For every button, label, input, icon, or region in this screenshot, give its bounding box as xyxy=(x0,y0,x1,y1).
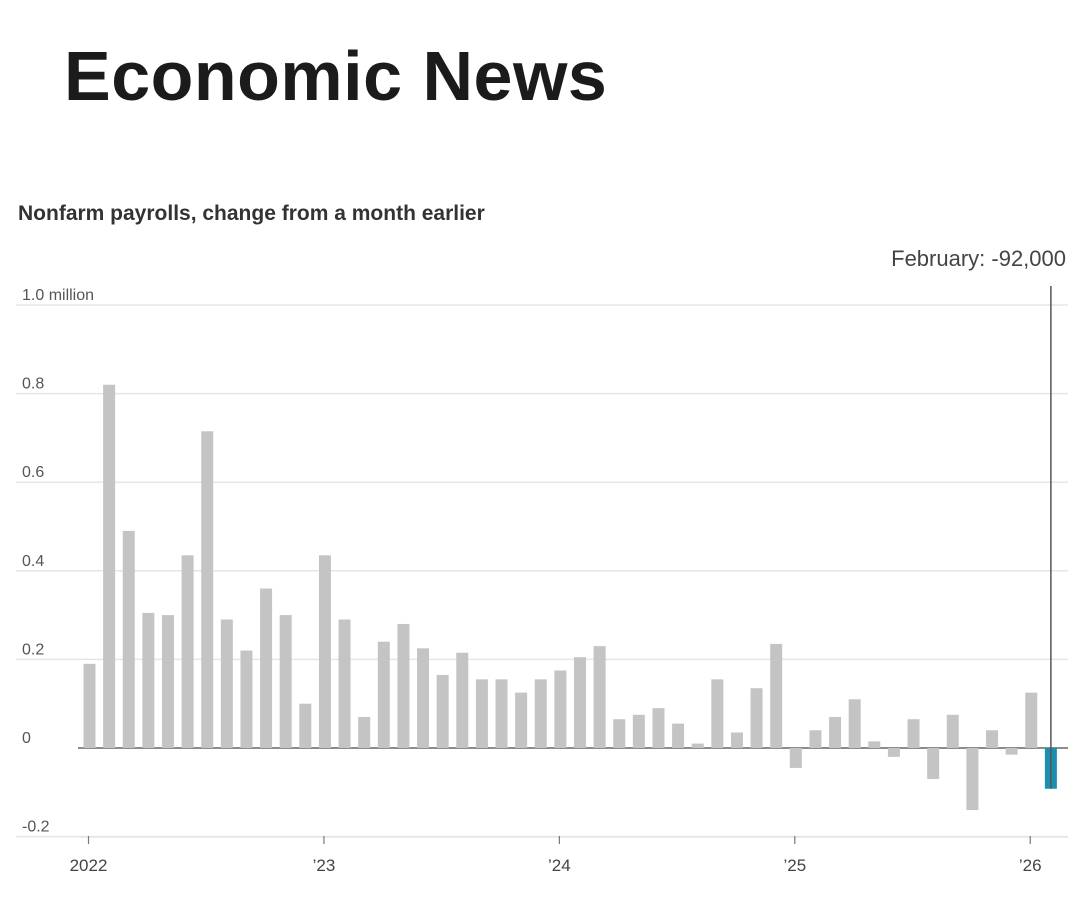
bar xyxy=(1025,692,1038,748)
x-tick-label: 2022 xyxy=(70,856,108,875)
bar xyxy=(672,723,685,748)
y-tick-label: -0.2 xyxy=(22,819,50,836)
bar xyxy=(240,650,253,748)
payrolls-bar-chart: 1.0 million 0.8 0.6 0.4 0.2 0 -0.2 February: -… xyxy=(16,246,1068,875)
page-heading: Economic News xyxy=(64,37,608,115)
x-tick-label: ’23 xyxy=(313,856,336,875)
bar xyxy=(142,612,155,748)
bar xyxy=(946,714,959,748)
bar xyxy=(887,748,900,757)
bar xyxy=(436,674,449,748)
x-axis: 2022 ’23 ’24 ’25 ’26 xyxy=(70,836,1068,875)
bar xyxy=(534,679,547,748)
y-tick-label: 1.0 million xyxy=(22,287,94,304)
bar xyxy=(593,646,606,748)
bar xyxy=(515,692,528,748)
bar xyxy=(181,555,194,748)
bar xyxy=(711,679,724,748)
bar xyxy=(83,663,96,748)
bar xyxy=(377,641,390,748)
bar xyxy=(986,730,999,748)
y-tick-label: 0.2 xyxy=(22,641,44,658)
bar xyxy=(691,743,704,748)
bar xyxy=(789,748,802,768)
bar xyxy=(966,748,979,811)
x-tick-label: ’24 xyxy=(548,856,571,875)
bar xyxy=(829,716,842,748)
bar xyxy=(220,619,233,748)
x-tick-label: ’25 xyxy=(783,856,806,875)
bar xyxy=(338,619,351,748)
bar xyxy=(475,679,488,748)
bar xyxy=(201,431,214,748)
bar xyxy=(260,588,273,748)
bar xyxy=(417,648,430,748)
bar xyxy=(652,708,665,748)
bar xyxy=(613,719,626,748)
bar xyxy=(358,716,371,748)
bar xyxy=(554,670,567,748)
bar xyxy=(770,643,783,748)
bar xyxy=(122,530,135,748)
bar xyxy=(161,615,174,748)
bar xyxy=(279,615,292,748)
bar xyxy=(299,703,312,748)
annotation-layer: February: -92,000 xyxy=(891,246,1066,789)
bar xyxy=(868,741,881,748)
bar xyxy=(730,732,743,748)
bar xyxy=(456,652,469,748)
bar xyxy=(1005,748,1018,755)
chart-title: Nonfarm payrolls, change from a month ea… xyxy=(18,202,485,225)
grid-layer: 1.0 million 0.8 0.6 0.4 0.2 0 -0.2 xyxy=(16,287,1068,838)
bar xyxy=(927,748,940,780)
bar xyxy=(495,679,508,748)
x-tick-label: ’26 xyxy=(1019,856,1042,875)
y-tick-label: 0.8 xyxy=(22,376,44,393)
y-tick-label: 0.4 xyxy=(22,553,44,570)
bar xyxy=(574,657,586,748)
bar xyxy=(907,719,920,748)
annotation-label: February: -92,000 xyxy=(891,246,1066,271)
y-tick-label: 0.6 xyxy=(22,464,44,481)
bar xyxy=(397,623,410,748)
bar xyxy=(632,714,645,748)
bar xyxy=(809,730,822,748)
bar-layer xyxy=(83,384,1057,811)
bar xyxy=(103,384,116,748)
bar xyxy=(848,699,861,748)
bar xyxy=(318,555,331,748)
y-tick-label: 0 xyxy=(22,730,31,747)
bar xyxy=(750,688,763,748)
